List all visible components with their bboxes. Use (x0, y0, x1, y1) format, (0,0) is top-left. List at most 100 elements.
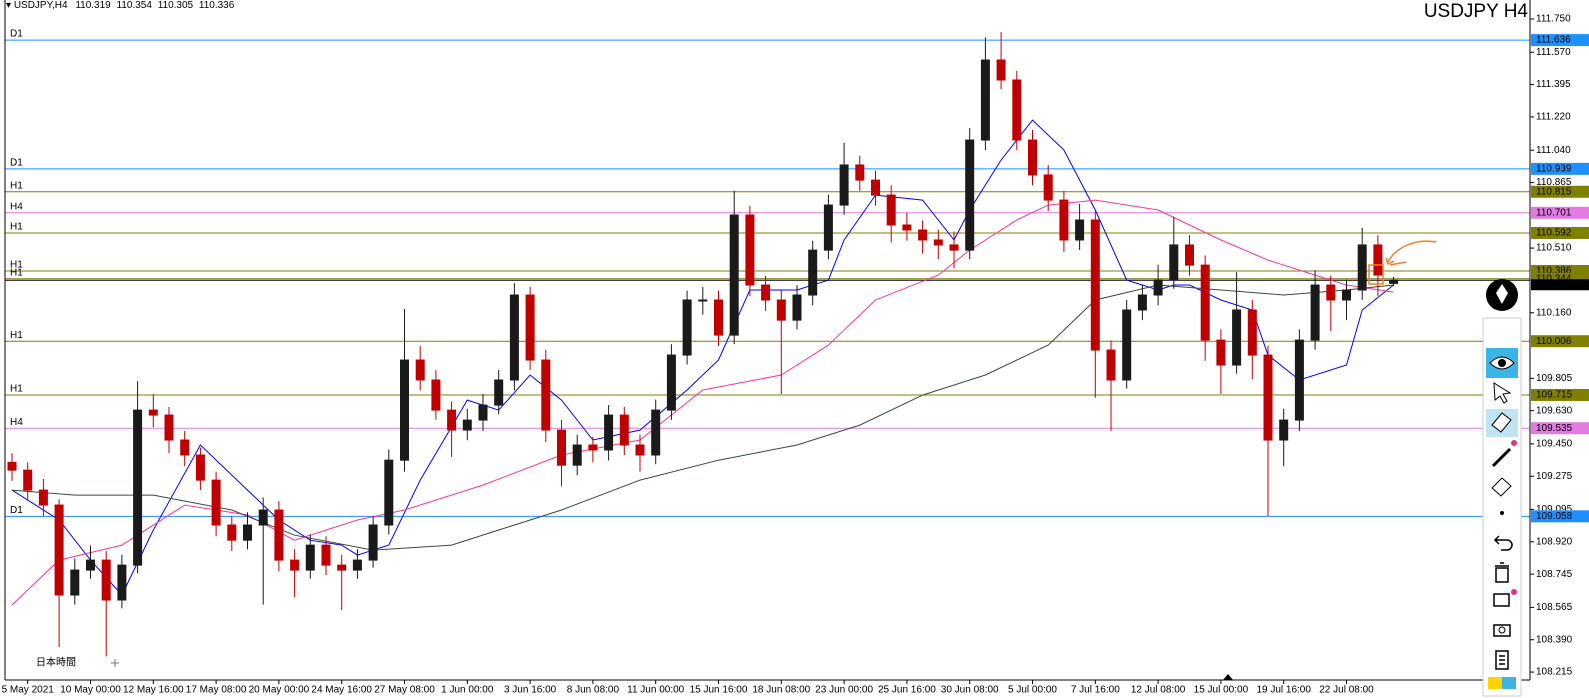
eraser-button[interactable] (1491, 412, 1512, 433)
annotation (1368, 240, 1437, 285)
level-label: 110.386 (1536, 266, 1572, 277)
add-button[interactable] (111, 659, 119, 667)
candle-body (384, 459, 394, 526)
screen-button[interactable] (1493, 593, 1510, 607)
level-label-box (1531, 388, 1589, 401)
candle-body (23, 469, 33, 491)
candle-body (1012, 79, 1022, 141)
candle-body (1232, 309, 1242, 366)
level-label: 110.939 (1536, 163, 1572, 174)
x-tick-label: 15 Jun 16:00 (690, 685, 748, 696)
line-tool[interactable] (1491, 447, 1512, 468)
level-label-box (1531, 162, 1589, 175)
candle-body (1185, 244, 1194, 266)
candle-body (1122, 309, 1132, 381)
candle-body (1373, 244, 1383, 276)
candle-body (337, 564, 347, 571)
level-label: 110.815 (1536, 186, 1572, 197)
candle-body (949, 244, 959, 251)
candle-body (902, 224, 912, 231)
scroll-marker (1223, 674, 1233, 680)
camera-button[interactable] (1493, 624, 1511, 637)
candle-body (855, 164, 865, 181)
color-swatch-yellow[interactable] (1488, 677, 1502, 689)
annotation-arrowhead (1385, 257, 1395, 266)
candle-body (227, 524, 237, 541)
level-label: 110.006 (1536, 336, 1572, 347)
x-tick-label: 23 Jun 00:00 (815, 685, 873, 696)
candle-body (180, 439, 190, 456)
candle-body (541, 359, 551, 431)
candle-body (761, 284, 771, 301)
candle-body (776, 299, 786, 321)
candle-body (965, 139, 975, 251)
eraser-tool[interactable] (1491, 477, 1512, 497)
candle-body (792, 294, 802, 321)
candle-body (604, 414, 614, 451)
candle-body (415, 359, 425, 381)
candle-body (211, 479, 221, 526)
candle-body (871, 179, 880, 196)
candle-body (321, 544, 331, 566)
level-label-box (1531, 335, 1589, 348)
candle-body (666, 354, 676, 411)
x-tick-label: 25 Jun 16:00 (878, 685, 936, 696)
x-tick-label: 24 May 16:00 (311, 685, 372, 696)
level-label: 111.636 (1536, 35, 1571, 46)
candle-body (651, 409, 661, 456)
y-tick-label: 108.745 (1536, 569, 1573, 580)
clipboard-button[interactable] (1495, 650, 1509, 670)
low: 110.305 (158, 0, 194, 11)
level-label: 109.535 (1536, 423, 1573, 434)
x-tick-label: 5 May 2021 (2, 685, 55, 696)
candle-body (619, 414, 629, 446)
header: ▾ USDJPY,H4 110.319 110.354 110.305 110.… (6, 0, 235, 11)
candle-body (933, 239, 943, 246)
level-tag: H1 (10, 180, 23, 191)
candle-body (117, 564, 127, 601)
candle-body (1043, 174, 1053, 201)
candle-body (1028, 139, 1037, 176)
color-swatch-blue[interactable] (1502, 677, 1516, 689)
y-tick-label: 110.510 (1536, 243, 1572, 254)
timezone-label[interactable]: 日本時間 (36, 656, 76, 669)
y-tick-label: 110.160 (1536, 307, 1572, 318)
open: 110.319 (75, 0, 111, 11)
candle-body (431, 379, 441, 411)
undo-button[interactable] (1493, 535, 1513, 551)
level-label-box (1531, 422, 1589, 435)
annotation-stroke (1389, 261, 1407, 266)
candle-body (462, 419, 472, 431)
candle-body (54, 504, 64, 596)
level-label-box (1531, 206, 1589, 219)
candle-body (1326, 284, 1336, 301)
candle-body (1342, 289, 1351, 301)
level-label-box (1531, 510, 1589, 523)
candle-body (1279, 419, 1289, 441)
cursor-button[interactable] (1493, 382, 1512, 404)
y-tick-label: 111.040 (1536, 145, 1571, 156)
candle-body (996, 59, 1006, 81)
candle-body (572, 444, 582, 466)
x-tick-label: 7 Jul 16:00 (1071, 685, 1120, 696)
candle-body (886, 194, 896, 226)
candle-body (1137, 294, 1147, 311)
x-tick-label: 5 Jul 00:00 (1008, 685, 1057, 696)
candle-body (1059, 199, 1069, 241)
candle-body (1247, 309, 1257, 356)
level-tag: D1 (10, 157, 23, 168)
level-label: 109.058 (1536, 511, 1573, 522)
level-label-box (1531, 226, 1589, 239)
x-tick-label: 11 Jun 00:00 (627, 685, 685, 696)
annotation-box (1368, 264, 1384, 285)
annotation-arrow (1387, 240, 1437, 263)
candle-body (70, 569, 80, 596)
y-tick-label: 109.095 (1536, 504, 1573, 515)
eye-pupil (1498, 359, 1506, 367)
candle-body (290, 559, 300, 571)
dot-tool[interactable] (1500, 511, 1504, 515)
level-label: 110.701 (1536, 207, 1572, 218)
candle-body (1310, 284, 1320, 341)
trash-button[interactable] (1495, 562, 1509, 583)
